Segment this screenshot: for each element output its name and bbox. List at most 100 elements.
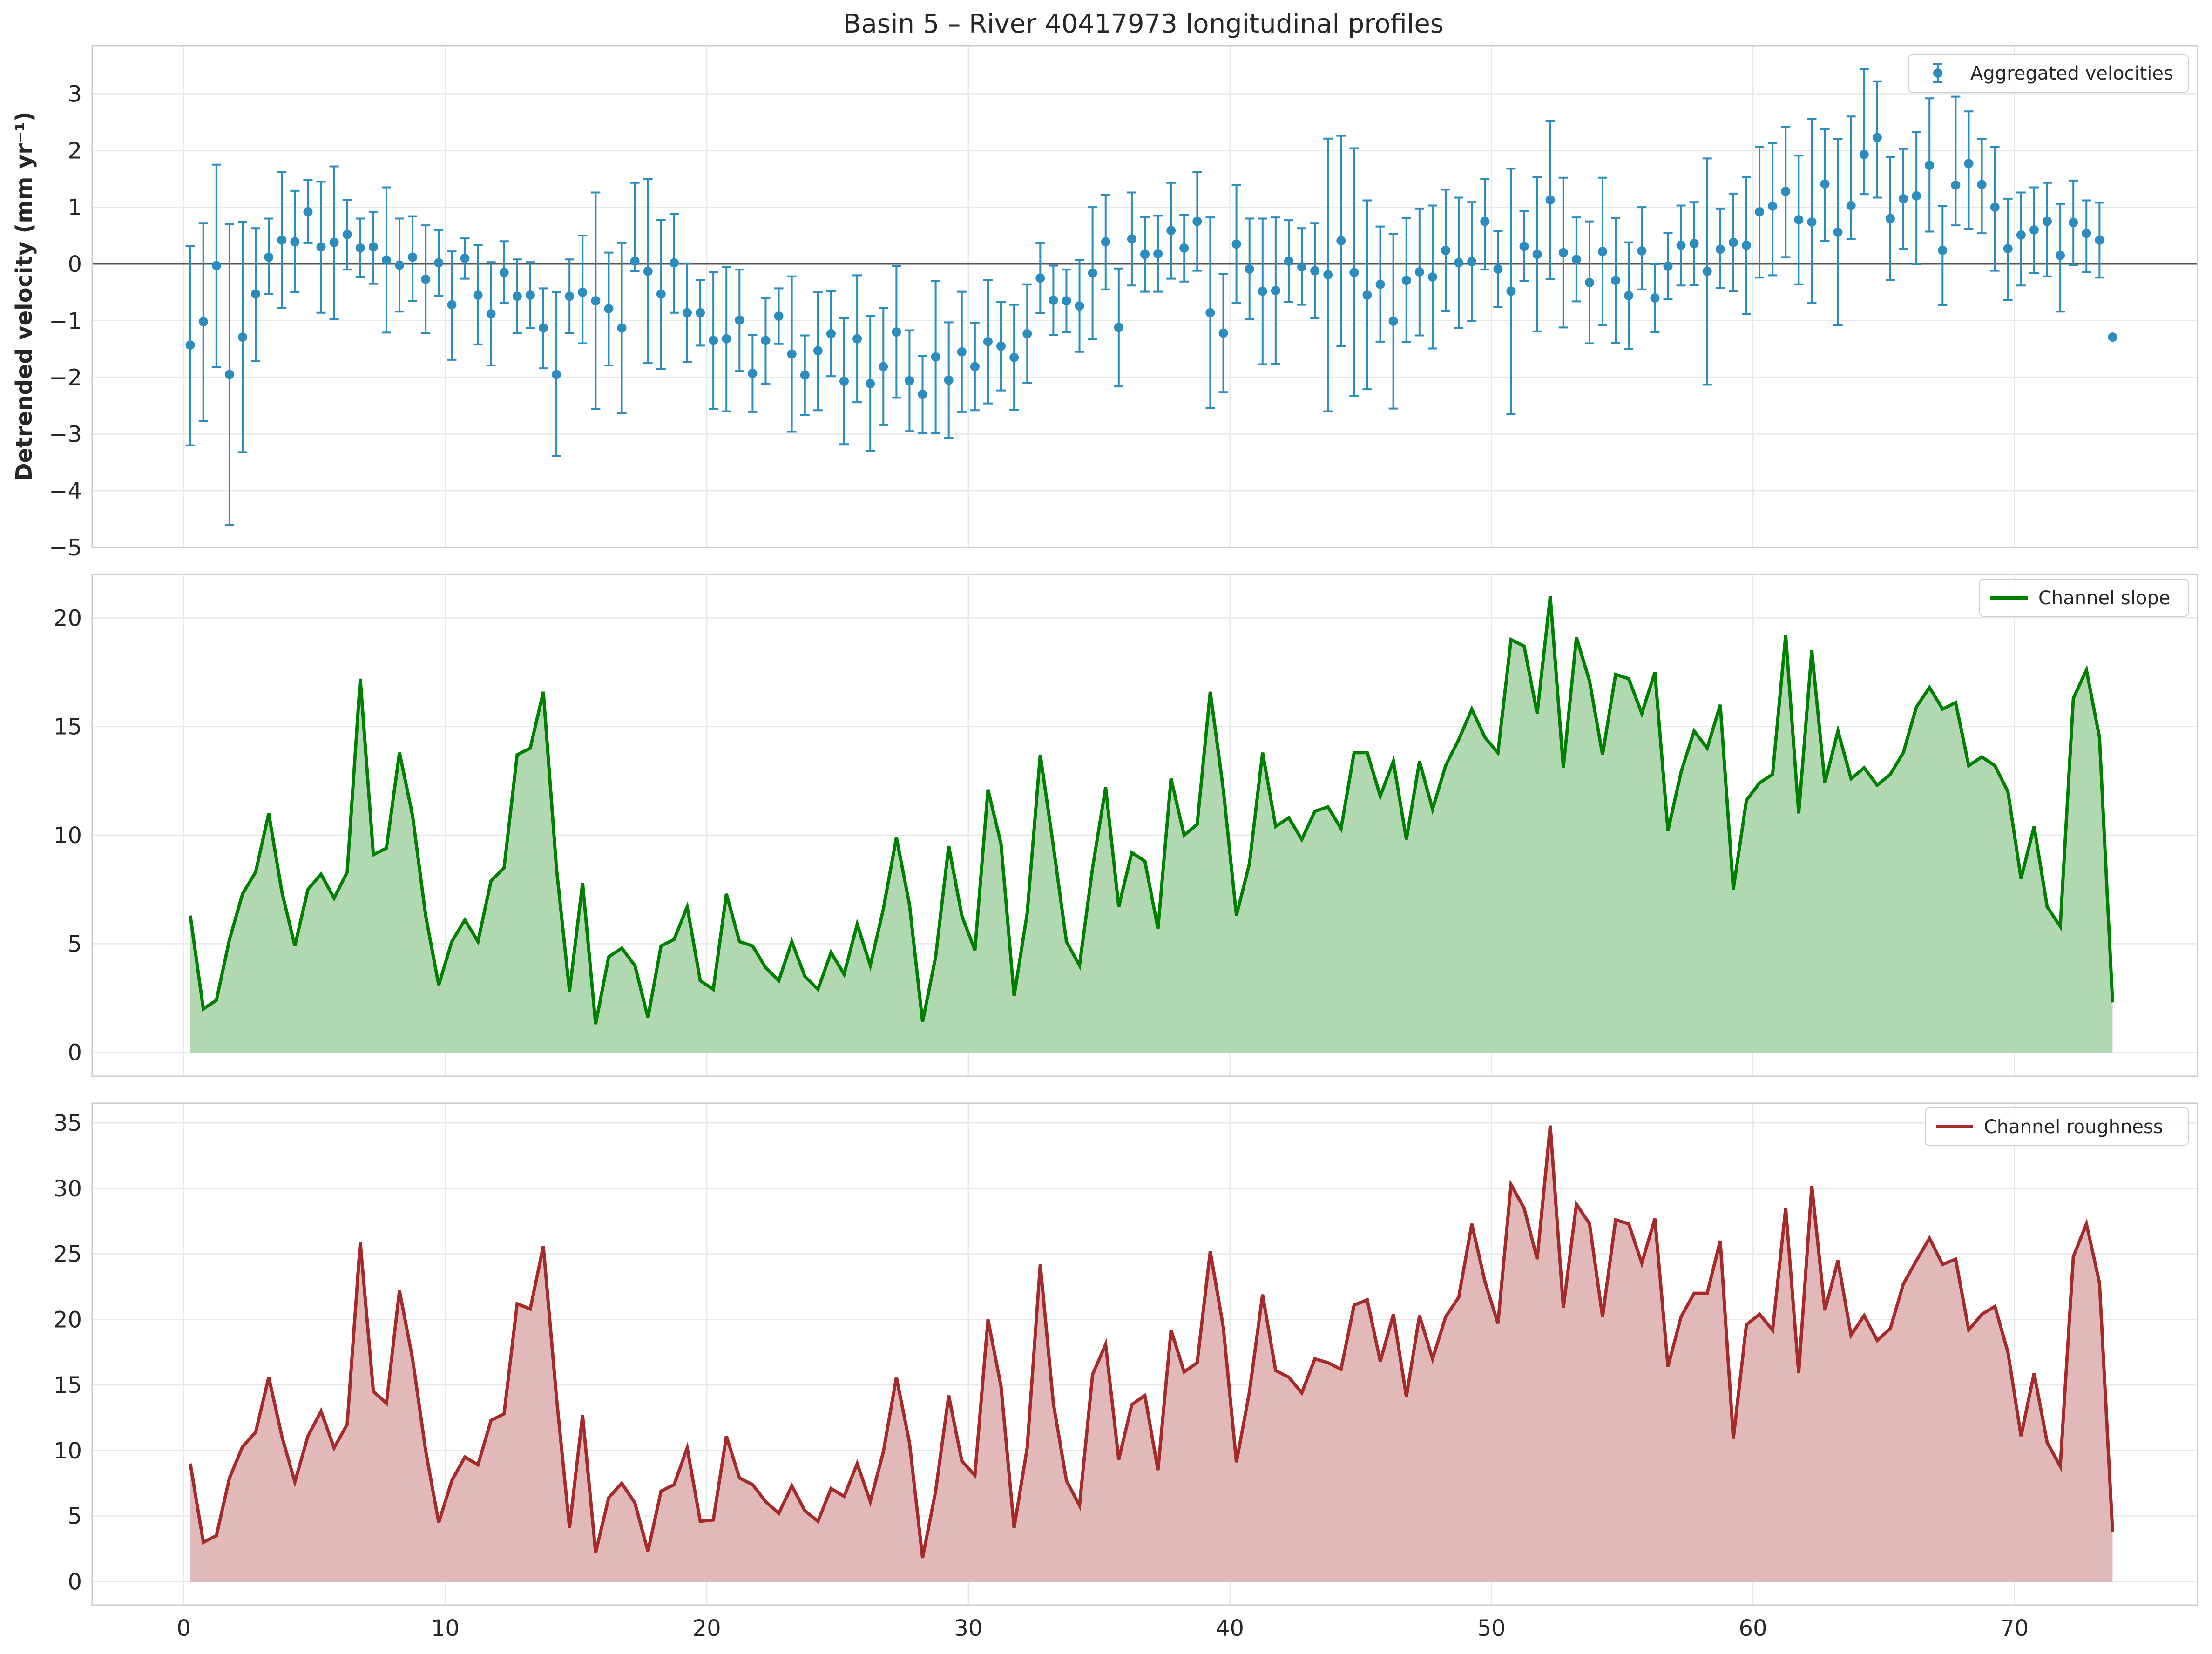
velocity-point [1166, 226, 1176, 236]
velocity-point [643, 266, 653, 276]
velocity-point [395, 260, 405, 270]
velocity-point [696, 308, 705, 317]
velocity-point [1101, 237, 1110, 247]
velocity-point [1388, 316, 1398, 326]
velocity-point [761, 336, 771, 345]
velocity-point [1127, 234, 1136, 244]
velocity-point [800, 370, 810, 380]
legend-label-aggregated-velocities: Aggregated velocities [1970, 63, 2173, 84]
velocity-point [2016, 230, 2026, 240]
legend-marker-icon [1933, 68, 1942, 78]
velocity-point [1009, 352, 1019, 362]
velocity-point [539, 323, 548, 333]
velocity-point [1258, 286, 1267, 296]
velocity-y-axis-label: Detrended velocity (mm yr⁻¹) [11, 112, 37, 482]
velocity-point [1964, 159, 1974, 169]
velocity-point [1271, 286, 1280, 296]
series-line [189, 1125, 2114, 1559]
velocity-point [826, 329, 836, 338]
velocity-panel-background [92, 46, 2198, 547]
velocity-point [2056, 250, 2065, 260]
y-tick-label: 20 [54, 605, 82, 631]
velocity-point [1205, 308, 1215, 317]
velocity-point [251, 289, 261, 299]
velocity-point [1362, 290, 1372, 300]
velocity-point [905, 376, 914, 385]
velocity-point [1938, 245, 1948, 255]
y-tick-label: −3 [49, 421, 82, 447]
velocity-point [1820, 179, 1830, 189]
velocity-point [1702, 266, 1712, 276]
velocity-point [381, 255, 391, 265]
velocity-point [839, 377, 849, 386]
roughness-legend-box [1925, 1107, 2189, 1146]
velocity-point [748, 369, 758, 378]
roughness-panel: 0 5 10 15 20 25 30 35 0 10 20 30 40 50 60 70 Channel r… [54, 1102, 2198, 1641]
velocity-y-tick-labels: −5 −4 −3 −2 −1 0 1 2 3 [49, 81, 82, 561]
velocity-point [342, 230, 352, 239]
x-tick-label: 50 [1477, 1615, 1506, 1641]
velocity-point [421, 274, 431, 284]
velocity-point [2082, 229, 2091, 238]
y-tick-label: 0 [68, 1569, 82, 1595]
velocity-panel: −5 −4 −3 −2 −1 0 1 2 3 Detrended velocity (mm yr… [11, 45, 2198, 561]
velocity-point [1022, 329, 1032, 338]
velocity-legend-box [1908, 54, 2189, 93]
velocity-point [198, 317, 208, 327]
velocity-point [316, 242, 326, 252]
velocity-point [1624, 291, 1634, 301]
figure-title: Basin 5 – River 40417973 longitudinal pr… [843, 9, 1444, 39]
velocity-point [1049, 295, 1058, 305]
velocity-point [2095, 235, 2104, 245]
velocity-point [1637, 246, 1647, 256]
velocity-point [1349, 268, 1359, 277]
velocity-point [787, 349, 797, 359]
velocity-point [1114, 323, 1123, 332]
velocity-panel-frame [91, 45, 2198, 548]
velocity-point [1611, 276, 1621, 285]
series-area-fill [190, 1125, 2113, 1582]
velocity-point [1885, 214, 1895, 223]
x-tick-label: 60 [1739, 1615, 1767, 1641]
roughness-panel-marks [189, 1125, 2114, 1582]
velocity-point [303, 207, 313, 216]
velocity-point [1506, 286, 1516, 296]
velocity-point [264, 252, 274, 262]
velocity-point [224, 370, 234, 379]
x-tick-label: 70 [2000, 1615, 2029, 1641]
velocity-point [1075, 301, 1084, 311]
velocity-point [591, 296, 601, 306]
velocity-point [1545, 195, 1555, 205]
velocity-point [1375, 279, 1385, 289]
velocity-point [447, 300, 457, 310]
velocity-point [486, 309, 496, 319]
velocity-point [604, 304, 614, 314]
velocity-point [931, 352, 940, 362]
velocity-point [944, 375, 954, 385]
velocity-point [682, 308, 692, 317]
velocity-point [1768, 201, 1778, 211]
y-tick-label: 20 [54, 1307, 82, 1333]
velocity-point [852, 334, 862, 344]
y-tick-label: 10 [54, 823, 82, 849]
velocity-point [866, 378, 875, 388]
slope-legend: Channel slope [1979, 579, 2189, 617]
velocity-point [1467, 257, 1477, 267]
velocity-point [1414, 267, 1424, 277]
y-tick-label: 5 [68, 931, 82, 957]
velocity-point [1951, 180, 1961, 190]
velocity-point [1035, 273, 1045, 283]
y-tick-label: 1 [68, 195, 82, 221]
velocity-point [617, 323, 627, 333]
velocity-point [1245, 264, 1254, 274]
velocity-point [1571, 255, 1581, 264]
velocity-point [329, 237, 339, 247]
velocity-point [996, 341, 1006, 351]
y-tick-label: 3 [68, 81, 82, 108]
roughness-y-tick-labels: 0 5 10 15 20 25 30 35 [54, 1110, 82, 1595]
velocity-point [1755, 207, 1765, 216]
slope-panel-marks [189, 596, 2114, 1053]
velocity-point [1846, 201, 1856, 210]
velocity-legend: Aggregated velocities [1908, 54, 2189, 93]
velocity-point [1441, 245, 1450, 255]
